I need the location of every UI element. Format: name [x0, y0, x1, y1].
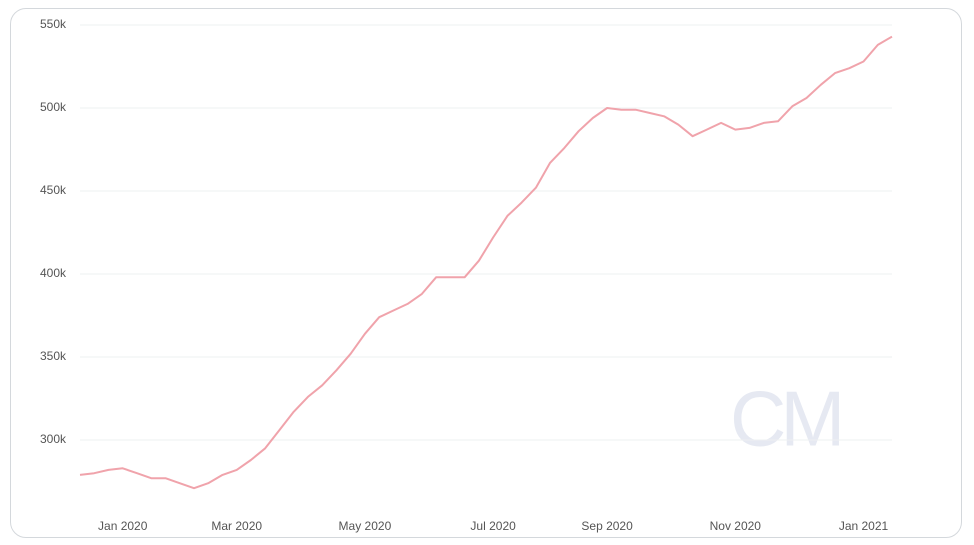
x-tick-label: Nov 2020 [710, 519, 762, 533]
x-tick-label: May 2020 [339, 519, 392, 533]
y-tick-label: 550k [40, 17, 67, 31]
y-tick-label: 450k [40, 183, 67, 197]
y-tick-label: 350k [40, 349, 67, 363]
watermark: CM [730, 375, 839, 463]
x-tick-label: Jan 2020 [98, 519, 148, 533]
x-tick-label: Sep 2020 [581, 519, 633, 533]
x-tick-label: Mar 2020 [211, 519, 262, 533]
x-tick-label: Jan 2021 [839, 519, 889, 533]
chart-panel [10, 8, 962, 538]
y-tick-label: 300k [40, 432, 67, 446]
y-tick-label: 400k [40, 266, 67, 280]
line-series [79, 35, 893, 490]
x-tick-label: Jul 2020 [470, 519, 516, 533]
y-tick-label: 500k [40, 100, 67, 114]
